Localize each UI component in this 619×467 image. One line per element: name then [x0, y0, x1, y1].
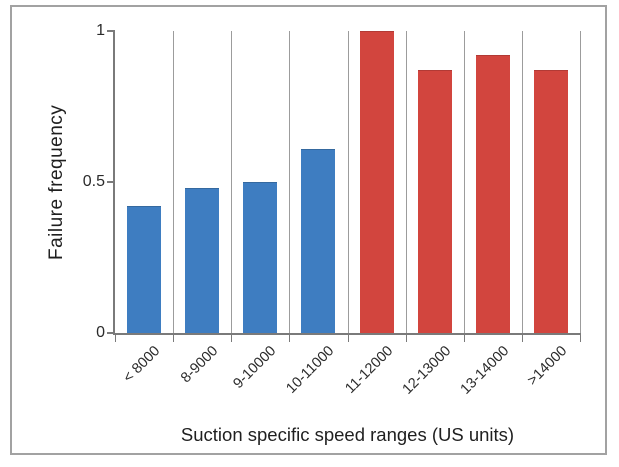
y-axis-line	[113, 31, 115, 333]
category-gridline	[463, 31, 465, 333]
y-axis-tick	[107, 30, 115, 32]
x-axis-tick	[173, 335, 175, 342]
y-tick-label: 0	[96, 324, 105, 341]
category-gridline	[580, 31, 581, 333]
x-axis-tick	[231, 335, 233, 342]
x-axis-line	[113, 333, 581, 335]
bar-8-9000	[185, 188, 219, 334]
y-tick-label: 0.5	[82, 173, 105, 190]
x-axis-tick	[347, 335, 349, 342]
category-gridline	[347, 31, 349, 333]
bar-11-12000	[360, 31, 394, 334]
bar-9-10000	[243, 182, 277, 334]
bar-12-13000	[418, 70, 452, 334]
x-axis-title: Suction specific speed ranges (US units)	[180, 424, 515, 445]
category-gridline	[521, 31, 523, 333]
bar-< 8000	[127, 206, 161, 334]
y-axis-title: Failure frequency	[46, 104, 67, 260]
category-gridline	[173, 31, 175, 333]
x-axis-tick	[580, 335, 581, 342]
x-axis-tick	[521, 335, 523, 342]
x-axis-tick	[405, 335, 407, 342]
x-axis-tick	[289, 335, 291, 342]
category-gridline	[231, 31, 233, 333]
category-gridline	[289, 31, 291, 333]
y-axis-tick	[107, 181, 115, 183]
category-gridline	[405, 31, 407, 333]
y-axis-tick	[107, 332, 115, 334]
x-axis-tick	[115, 335, 116, 342]
y-tick-label: 1	[96, 22, 105, 39]
x-axis-tick	[463, 335, 465, 342]
bar-10-11000	[301, 149, 335, 334]
bar->14000	[534, 70, 568, 334]
bar-13-14000	[476, 55, 510, 334]
